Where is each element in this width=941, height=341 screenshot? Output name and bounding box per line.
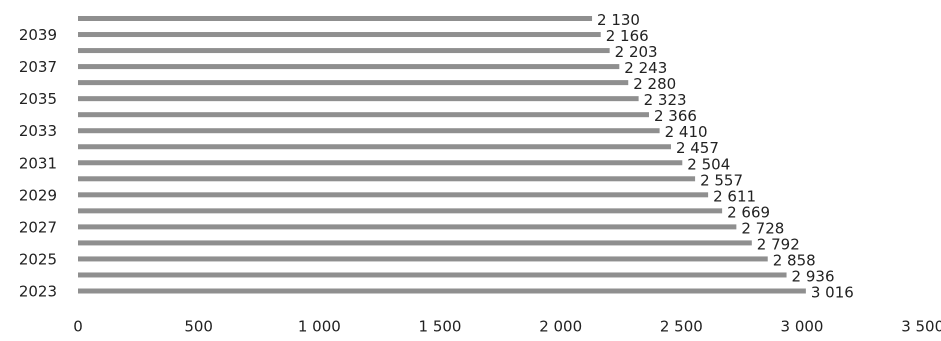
- data-label-2040: 2 130: [597, 11, 640, 29]
- y-tick-label-2039: 2039: [19, 26, 57, 44]
- y-tick-label-2023: 2023: [19, 283, 57, 301]
- data-label-2035: 2 323: [644, 91, 687, 109]
- data-label-2039: 2 166: [606, 27, 649, 45]
- data-label-2025: 2 858: [773, 251, 816, 269]
- bar-2028: [78, 208, 723, 214]
- y-tick-label-2029: 2029: [19, 186, 57, 204]
- bar-2026: [78, 240, 752, 246]
- data-label-2037: 2 243: [624, 59, 667, 77]
- data-label-2023: 3 016: [811, 284, 854, 302]
- bar-2031: [78, 160, 683, 166]
- bar-2030: [78, 176, 696, 182]
- y-tick-label-2035: 2035: [19, 90, 57, 108]
- data-label-2029: 2 611: [713, 187, 756, 205]
- data-label-2034: 2 366: [654, 107, 697, 125]
- x-tick-label-500: 500: [184, 318, 213, 336]
- bar-2035: [78, 96, 639, 102]
- x-tick-label-0: 0: [73, 318, 83, 336]
- bar-2032: [78, 144, 671, 150]
- bar-2036: [78, 80, 629, 86]
- y-tick-label-2027: 2027: [19, 218, 57, 236]
- bar-2023: [78, 288, 806, 294]
- y-tick-label-2025: 2025: [19, 250, 57, 268]
- data-label-2030: 2 557: [700, 171, 743, 189]
- bar-2034: [78, 112, 649, 118]
- bar-2025: [78, 256, 768, 262]
- x-tick-label-2500: 2 500: [660, 318, 703, 336]
- bars-group: [78, 16, 806, 294]
- data-label-2031: 2 504: [687, 155, 730, 173]
- y-tick-label-2033: 2033: [19, 122, 57, 140]
- x-tick-label-1000: 1 000: [298, 318, 341, 336]
- bar-2029: [78, 192, 709, 198]
- data-label-2024: 2 936: [792, 267, 835, 285]
- bar-2039: [78, 32, 601, 38]
- x-tick-label-3500: 3 500: [901, 318, 941, 336]
- bar-2038: [78, 48, 610, 54]
- x-tick-label-1500: 1 500: [419, 318, 462, 336]
- data-label-2032: 2 457: [676, 139, 719, 157]
- bar-2027: [78, 224, 737, 230]
- x-axis-labels: 0 500 1 000 1 500 2 000 2 500 3 000 3 500: [73, 318, 941, 336]
- bar-2033: [78, 128, 660, 134]
- data-label-2033: 2 410: [665, 123, 708, 141]
- y-tick-label-2031: 2031: [19, 154, 57, 172]
- bar-2024: [78, 272, 787, 278]
- data-label-2027: 2 728: [741, 219, 784, 237]
- data-label-2036: 2 280: [633, 75, 676, 93]
- bar-2037: [78, 64, 620, 70]
- y-axis-labels: 2039 2037 2035 2033 2031 2029 2027 2025 2023: [19, 26, 57, 300]
- x-tick-label-2000: 2 000: [539, 318, 582, 336]
- x-tick-label-3000: 3 000: [781, 318, 824, 336]
- bar-2040: [78, 16, 593, 21]
- data-label-2038: 2 203: [615, 43, 658, 61]
- y-tick-label-2037: 2037: [19, 58, 57, 76]
- data-label-2028: 2 669: [727, 203, 770, 221]
- data-label-2026: 2 792: [757, 235, 800, 253]
